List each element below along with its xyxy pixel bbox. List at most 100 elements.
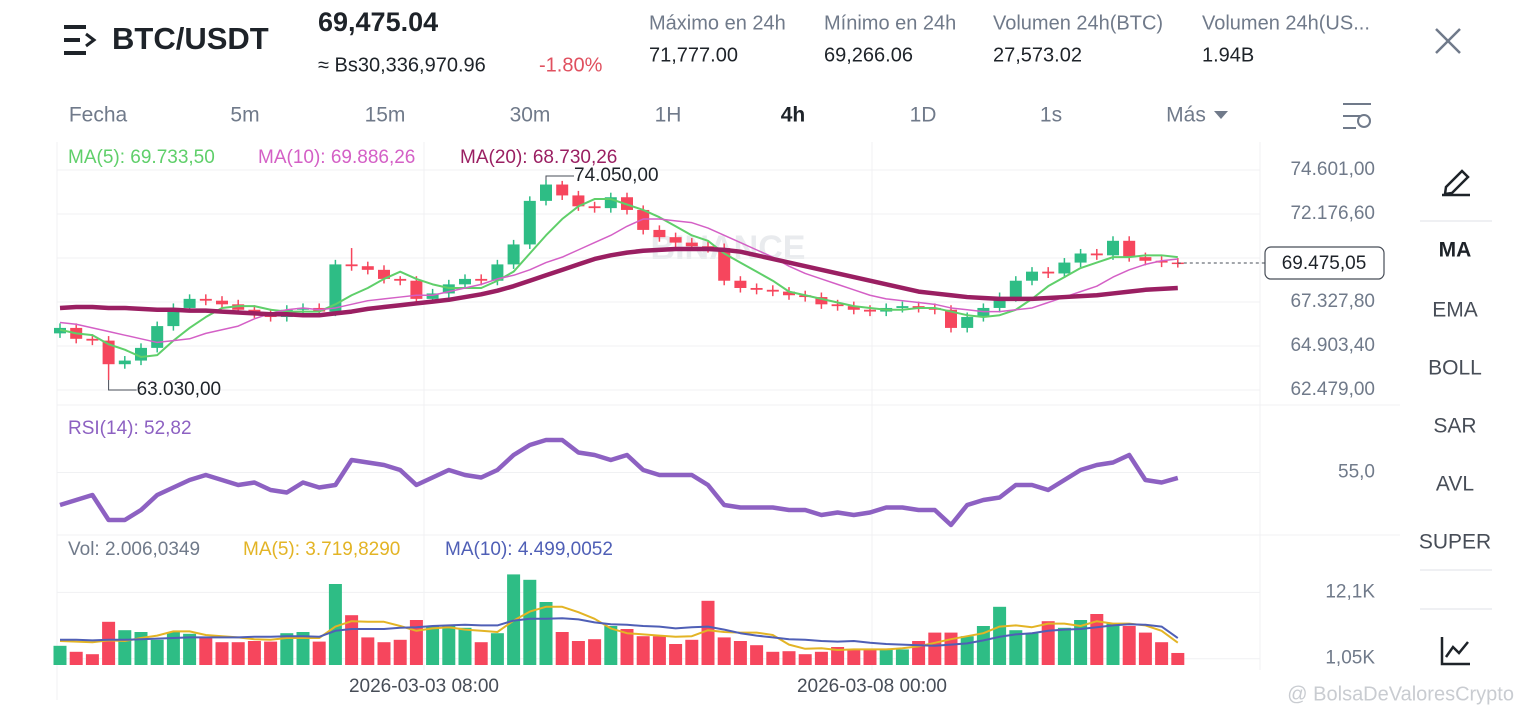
volume-bar [1009, 630, 1023, 665]
candle-body [540, 184, 552, 201]
legend-entry: MA(10): 4.499,0052 [445, 539, 613, 560]
indicator-button[interactable]: MA [1439, 239, 1472, 262]
stat-label: Mínimo en 24h [824, 12, 956, 34]
volume-bar [750, 645, 764, 665]
pencil-icon[interactable] [1442, 169, 1470, 197]
candle-body [815, 297, 828, 305]
stat-label: Volumen 24h(BTC) [993, 12, 1163, 34]
candle-body [1042, 271, 1055, 274]
timeframe-tab[interactable]: Más [1166, 104, 1206, 127]
legend-entry: RSI(14): 52,82 [68, 418, 192, 439]
volume-bar [1155, 642, 1169, 665]
volume-bar [879, 649, 893, 665]
candle-body [945, 309, 957, 328]
volume-bar [312, 641, 326, 665]
timeframe-tab[interactable]: 1D [910, 104, 937, 127]
candle-body [426, 293, 439, 299]
chart-type-icon[interactable] [1440, 637, 1470, 666]
candle-body [361, 266, 374, 270]
settings-icon[interactable] [1343, 103, 1371, 129]
candle-body [1009, 280, 1022, 298]
candle-body [183, 298, 196, 308]
timeframe-tab[interactable]: 1s [1040, 104, 1062, 127]
candle-body [216, 300, 228, 305]
candle-body [831, 304, 844, 307]
indicator-button[interactable]: SUPER [1419, 531, 1491, 554]
candle-body [1058, 262, 1071, 274]
timeframe-tab[interactable]: 5m [230, 104, 259, 127]
volume-bar [231, 642, 245, 665]
annotation-line [108, 380, 137, 391]
volume-bar [345, 615, 359, 665]
ma-line [59, 246, 1178, 318]
volume-bar [118, 630, 132, 665]
dropdown-arrow [1214, 111, 1228, 119]
volume-bar [798, 654, 812, 665]
candle-body [394, 278, 407, 281]
volume-bar [1106, 623, 1120, 665]
timeframe-tab[interactable]: 1H [655, 104, 682, 127]
volume-bar [85, 654, 99, 665]
volume-bar [474, 642, 488, 665]
candle-body [102, 340, 115, 365]
candle-body [896, 306, 909, 308]
candle-body [685, 242, 698, 247]
ma-line [59, 198, 1178, 358]
candle-body [297, 307, 309, 310]
timeframe-tab[interactable]: 15m [365, 104, 406, 127]
candle-body [118, 360, 131, 365]
indicator-button[interactable]: AVL [1436, 473, 1474, 496]
x-tick-label: 2026-03-03 08:00 [349, 676, 499, 697]
legend-entry: MA(5): 69.733,50 [68, 147, 215, 168]
fiat-price: ≈ Bs30,336,970.96 [318, 54, 486, 76]
candle-body [993, 297, 1006, 308]
timeframe-tab[interactable]: 30m [510, 104, 551, 127]
symbol[interactable]: BTC/USDT [112, 21, 269, 56]
y-tick-label: 67.327,80 [1290, 291, 1375, 312]
volume-bar [717, 637, 731, 665]
close-icon[interactable] [1435, 28, 1461, 54]
stat-value: 69,266.06 [824, 44, 913, 66]
annotation-line [545, 175, 574, 180]
candle-body [199, 298, 212, 301]
volume-bar [53, 645, 67, 665]
stat-value: 71,777.00 [649, 44, 738, 66]
volume-bar [442, 626, 456, 665]
volume-bar [458, 627, 472, 665]
volume-bar [960, 636, 974, 665]
volume-bar [669, 644, 683, 665]
ma-line [59, 218, 1178, 344]
indicator-button[interactable]: SAR [1433, 415, 1476, 438]
candle-body [1090, 253, 1103, 256]
volume-bar [814, 651, 828, 665]
candle-body [1139, 257, 1152, 261]
indicator-button[interactable]: EMA [1432, 299, 1478, 322]
timeframe-tab[interactable]: 4h [781, 104, 806, 127]
y-tick-label: 74.601,00 [1290, 159, 1375, 180]
volume-bar [199, 638, 213, 665]
y-tick-label: 72.176,60 [1290, 203, 1375, 224]
volume-bar [264, 641, 278, 665]
volume-bar [620, 629, 634, 665]
volume-bar [1057, 627, 1071, 665]
volume-bar [863, 650, 877, 665]
volume-bar [588, 639, 602, 665]
menu-icon[interactable] [64, 25, 97, 55]
volume-bar [150, 639, 164, 665]
volume-bar [1041, 621, 1055, 665]
candle-body [491, 264, 504, 281]
candle-body [556, 184, 569, 196]
candle-body [1026, 271, 1038, 281]
y-tick-label: 55,0 [1338, 462, 1375, 483]
stat-label: Volumen 24h(US... [1202, 12, 1370, 34]
timeframe-tab[interactable]: Fecha [69, 104, 128, 127]
volume-bar [280, 633, 294, 665]
indicator-button[interactable]: BOLL [1428, 357, 1482, 380]
sidebar-dividers [1420, 220, 1492, 610]
volume-bar [895, 649, 909, 665]
candle-body [588, 206, 601, 209]
y-tick-label: 1,05K [1325, 648, 1375, 669]
candle-body [475, 278, 488, 281]
volume-bar [102, 621, 116, 665]
